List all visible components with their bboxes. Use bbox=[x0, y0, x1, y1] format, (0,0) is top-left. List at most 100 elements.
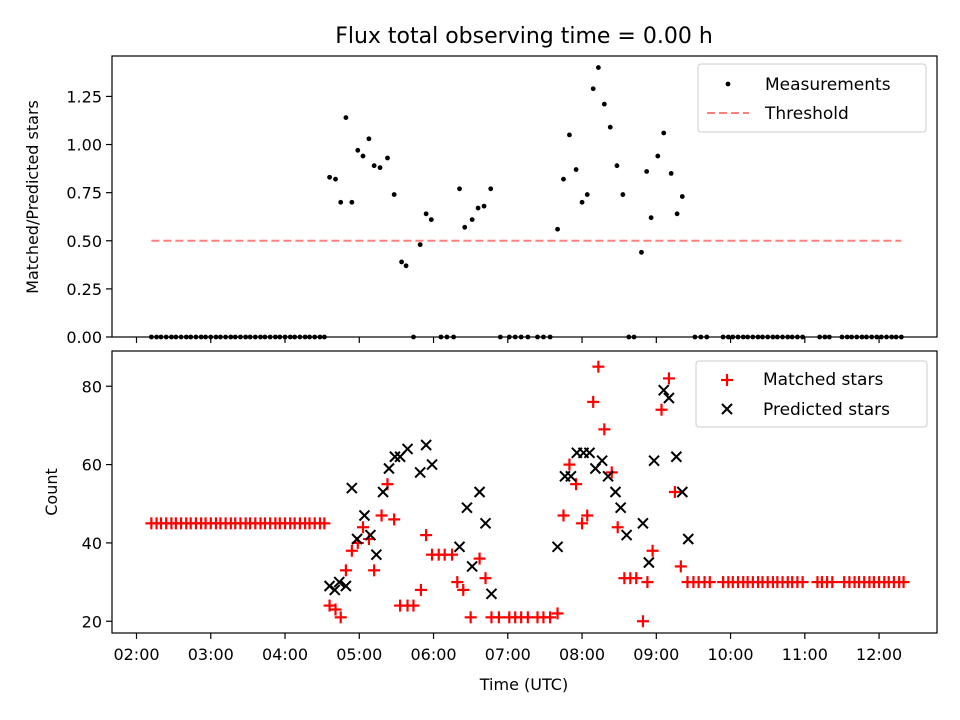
measurement-point bbox=[302, 334, 308, 340]
predicted-star-point bbox=[351, 533, 363, 545]
measurement-point bbox=[228, 334, 234, 340]
matched-star-point bbox=[339, 564, 352, 577]
matched-star-point bbox=[563, 458, 576, 471]
measurement-point bbox=[826, 334, 832, 340]
y-tick-label: 1.25 bbox=[66, 87, 102, 106]
matched-star-point bbox=[345, 544, 358, 557]
measurement-point bbox=[884, 334, 889, 340]
measurement-point bbox=[198, 334, 204, 340]
measurement-point bbox=[878, 334, 884, 340]
y-tick-label: 0.00 bbox=[66, 328, 102, 347]
measurement-point bbox=[428, 217, 434, 222]
y-tick-label: 60 bbox=[82, 456, 102, 475]
matched-star-point bbox=[646, 544, 659, 557]
measurement-point bbox=[238, 334, 243, 340]
measurement-point bbox=[518, 334, 524, 340]
measurement-point bbox=[725, 334, 731, 340]
matched-star-point bbox=[662, 372, 675, 385]
measurement-point bbox=[898, 334, 904, 340]
measurement-point bbox=[614, 163, 620, 169]
measurement-point bbox=[590, 86, 596, 92]
measurement-point bbox=[735, 334, 741, 340]
x-tick-label: 07:00 bbox=[485, 645, 531, 664]
matched-star-point bbox=[636, 615, 649, 628]
matched-star-point bbox=[557, 509, 570, 522]
x-tick-label: 11:00 bbox=[782, 645, 828, 664]
measurement-point bbox=[366, 136, 372, 142]
measurement-point bbox=[497, 334, 503, 340]
measurement-point bbox=[601, 101, 607, 107]
measurement-point bbox=[644, 169, 650, 174]
measurement-point bbox=[451, 334, 456, 340]
measurement-point bbox=[292, 334, 298, 340]
measurement-point bbox=[223, 334, 229, 340]
y-tick-label: 80 bbox=[82, 377, 102, 396]
matched-star-point bbox=[570, 478, 583, 491]
matched-star-point bbox=[611, 521, 624, 534]
predicted-star-point bbox=[420, 439, 432, 451]
measurement-point bbox=[547, 334, 553, 340]
measurement-point bbox=[158, 334, 164, 340]
y-tick-label: 0.75 bbox=[66, 184, 102, 203]
x-tick-label: 02:00 bbox=[113, 645, 159, 664]
predicted-star-point bbox=[358, 509, 371, 522]
matched-star-point bbox=[641, 576, 654, 589]
measurement-point bbox=[321, 334, 327, 340]
predicted-star-point bbox=[637, 517, 649, 530]
matched-star-point bbox=[551, 607, 564, 620]
x-tick-label: 09:00 bbox=[633, 645, 679, 664]
predicted-star-point bbox=[453, 541, 466, 553]
measurement-point bbox=[854, 334, 860, 340]
matched-star-point bbox=[388, 513, 401, 526]
predicted-star-point bbox=[583, 447, 596, 459]
measurement-point bbox=[232, 334, 238, 340]
matched-star-point bbox=[630, 572, 643, 585]
measurement-point bbox=[312, 334, 318, 340]
measurement-point bbox=[178, 334, 184, 340]
matched-star-point bbox=[897, 576, 910, 589]
measurement-point bbox=[183, 334, 189, 340]
measurement-point bbox=[287, 334, 293, 340]
matched-star-point bbox=[420, 529, 433, 542]
measurement-point bbox=[584, 192, 590, 197]
predicted-star-point bbox=[565, 470, 577, 483]
measurement-point bbox=[770, 334, 776, 340]
top-y-ticks: 0.00 0.25 0.50 0.75 1.00 1.25 bbox=[66, 87, 112, 347]
measurement-point bbox=[218, 334, 223, 340]
matched-star-point bbox=[407, 599, 420, 612]
matched-star-point bbox=[375, 509, 388, 522]
measurement-point bbox=[579, 199, 585, 205]
x-tick-label: 06:00 bbox=[410, 645, 456, 664]
measurement-point bbox=[154, 334, 159, 340]
measurement-point bbox=[844, 334, 850, 340]
top-legend: Measurements Threshold bbox=[697, 63, 927, 133]
measurement-point bbox=[148, 334, 154, 340]
legend-measurements-label: Measurements bbox=[765, 75, 891, 95]
predicted-star-point bbox=[466, 560, 478, 573]
x-tick-label: 10:00 bbox=[708, 645, 754, 664]
y-tick-label: 40 bbox=[82, 534, 102, 553]
matched-star-point bbox=[414, 583, 427, 596]
measurement-point bbox=[839, 334, 845, 340]
predicted-star-point bbox=[461, 501, 473, 514]
predicted-star-point bbox=[609, 486, 622, 498]
predicted-star-point bbox=[383, 462, 395, 475]
measurement-point bbox=[639, 249, 644, 255]
predicted-star-point bbox=[364, 529, 377, 541]
measurement-point bbox=[755, 334, 761, 340]
measurement-point bbox=[469, 217, 475, 222]
predicted-star-point bbox=[389, 451, 401, 463]
predicted-star-point bbox=[370, 548, 383, 561]
predicted-star-point bbox=[401, 443, 414, 455]
bottom-plot-area bbox=[111, 350, 938, 634]
measurement-point bbox=[411, 334, 416, 340]
bottom-legend: Matched stars Predicted stars bbox=[695, 360, 928, 428]
measurement-point bbox=[595, 65, 601, 70]
legend-measurements-marker bbox=[725, 81, 731, 87]
measurement-point bbox=[607, 124, 613, 130]
predicted-star-point bbox=[614, 501, 627, 514]
measurement-point bbox=[343, 115, 349, 120]
measurement-point bbox=[481, 203, 487, 209]
predicted-star-point bbox=[551, 541, 564, 553]
